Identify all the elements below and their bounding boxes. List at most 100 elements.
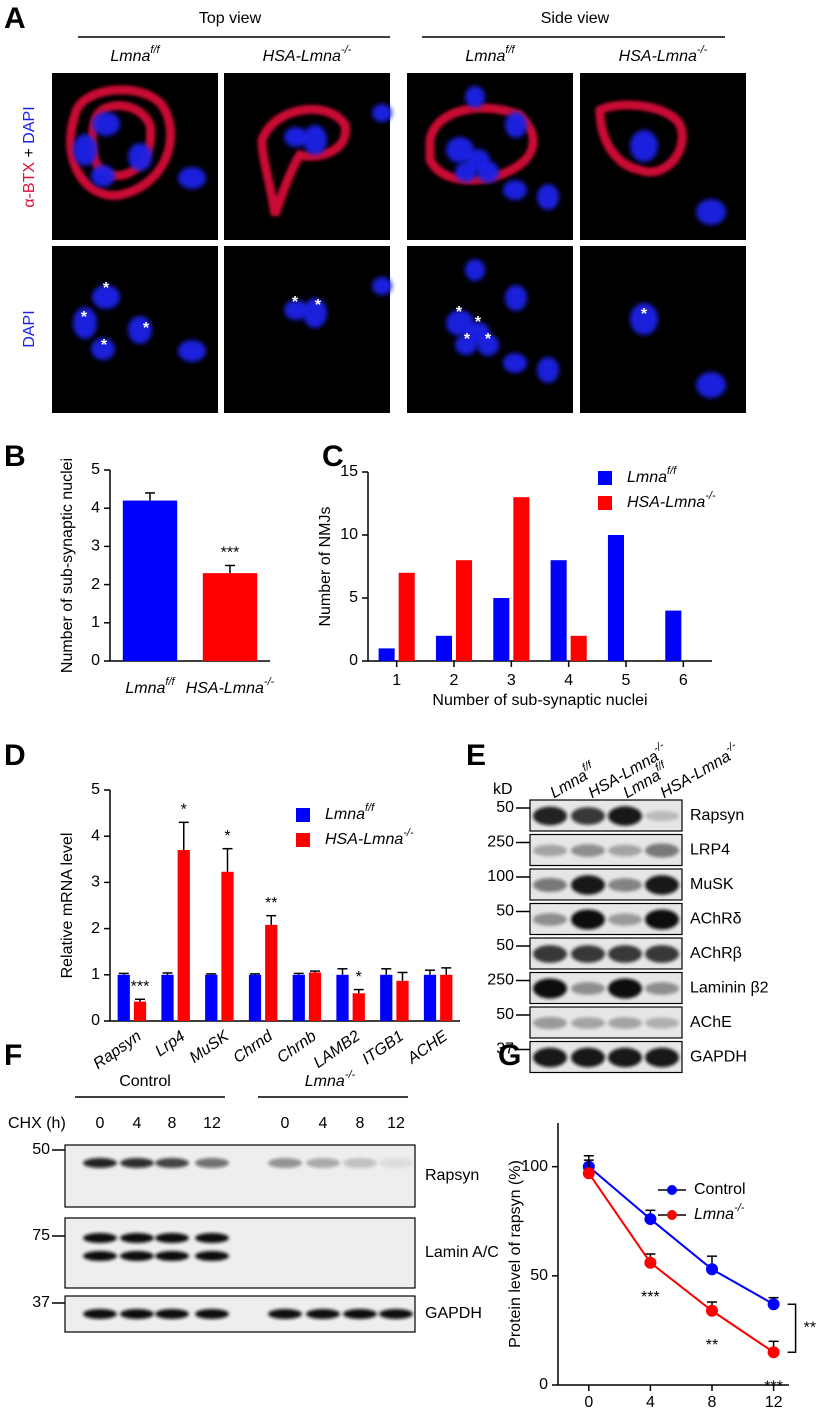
x-tick-label: Lmnaf/f: [125, 676, 175, 697]
band: [83, 1158, 117, 1168]
column-label-sup: f/f: [505, 44, 515, 56]
band: [645, 810, 679, 822]
band: [195, 1309, 229, 1319]
group-label-sup: -/-: [345, 1069, 356, 1081]
group-label: Control: [119, 1073, 171, 1090]
nucleus-mark: *: [315, 297, 322, 314]
nucleus: [92, 112, 120, 136]
nucleus: [537, 357, 559, 383]
legend-label-sup: f/f: [365, 802, 375, 814]
legend-label-base: HSA-Lmna: [627, 494, 705, 511]
bar: [177, 850, 190, 1021]
nucleus: [284, 300, 308, 320]
x-tick-label: 4: [646, 1394, 655, 1411]
x-tick-label: 3: [507, 672, 516, 689]
row-label-part: DAPI: [21, 106, 38, 143]
y-tick-label: 2: [91, 576, 100, 593]
bar: [336, 974, 349, 1021]
band: [120, 1251, 154, 1261]
significance: ***: [641, 1289, 660, 1306]
y-tick-label: 10: [340, 526, 358, 543]
btx-stain: [425, 103, 538, 185]
group-label-base: Control: [119, 1073, 171, 1090]
band: [83, 1251, 117, 1261]
protein-label: AChRβ: [690, 945, 742, 962]
legend-label-base: Lmna: [325, 806, 365, 823]
y-tick-label: 2: [91, 920, 100, 937]
nucleus: [696, 199, 726, 225]
bar: [493, 598, 510, 661]
band: [120, 1158, 154, 1168]
column-label: Lmnaf/f: [465, 44, 515, 65]
group-label: Lmna-/-: [305, 1069, 356, 1090]
nucleus: [455, 335, 477, 355]
protein-label: AChRδ: [690, 911, 742, 928]
point: [767, 1298, 780, 1311]
band: [608, 844, 642, 857]
band: [379, 1158, 413, 1168]
nucleus: [503, 353, 527, 373]
bar: [202, 573, 258, 661]
micrograph: [407, 73, 573, 240]
panel-letter: E: [466, 739, 486, 772]
protein-label: Lamin A/C: [425, 1244, 499, 1261]
bar: [513, 497, 530, 661]
legend-label-base: Control: [694, 1181, 746, 1198]
time-label: 8: [356, 1115, 365, 1132]
significance: ***: [131, 979, 150, 996]
x-tick-label: ACHE: [404, 1028, 451, 1068]
column-label-base: HSA-Lmna: [263, 48, 341, 65]
legend-label: Control: [694, 1181, 746, 1198]
band: [155, 1158, 189, 1168]
y-tick-label: 100: [521, 1158, 548, 1175]
x-tick-label-base: HSA-Lmna: [186, 680, 264, 697]
significance: **: [265, 895, 277, 912]
legend-label-sup: -/-: [734, 1202, 745, 1214]
nucleus: [477, 334, 499, 356]
band: [571, 945, 605, 963]
column-label-sup: -/-: [341, 44, 352, 56]
legend-label-sup: -/-: [403, 827, 414, 839]
column-label: Lmnaf/f: [110, 44, 160, 65]
band: [571, 1017, 605, 1029]
bar: [117, 974, 130, 1021]
time-label: 8: [168, 1115, 177, 1132]
bar: [122, 500, 178, 661]
x-tick-label: 6: [679, 672, 688, 689]
band: [608, 806, 642, 826]
legend-swatch: [598, 471, 612, 485]
x-tick-label: Chrnd: [230, 1027, 276, 1067]
band: [608, 945, 642, 963]
time-label: 4: [319, 1115, 328, 1132]
x-tick-label: 8: [708, 1394, 717, 1411]
band: [645, 909, 679, 930]
mw-label: 50: [32, 1141, 50, 1158]
point: [706, 1263, 718, 1276]
bar: [423, 974, 437, 1021]
y-axis-label: Relative mRNA level: [59, 833, 76, 979]
band: [571, 875, 605, 895]
mw-label: 50: [496, 799, 514, 816]
point: [644, 1213, 657, 1226]
y-tick-label: 0: [91, 1012, 100, 1029]
view-header: Side view: [541, 10, 610, 27]
significance: *: [181, 802, 187, 819]
bar: [396, 980, 409, 1021]
time-label: 4: [133, 1115, 142, 1132]
band: [608, 878, 642, 892]
nucleus: [505, 285, 527, 311]
legend-label-base: HSA-Lmna: [325, 831, 403, 848]
nucleus: [696, 372, 726, 398]
point: [644, 1256, 657, 1269]
bar: [221, 871, 234, 1021]
bar: [378, 648, 395, 661]
band: [306, 1309, 340, 1319]
mw-label: 50: [496, 937, 514, 954]
bar: [265, 924, 278, 1021]
band: [571, 982, 605, 995]
y-tick-label: 4: [91, 499, 100, 516]
x-tick-label: Rapsyn: [90, 1028, 144, 1073]
nucleus: [505, 112, 527, 138]
significance: *: [224, 828, 230, 845]
